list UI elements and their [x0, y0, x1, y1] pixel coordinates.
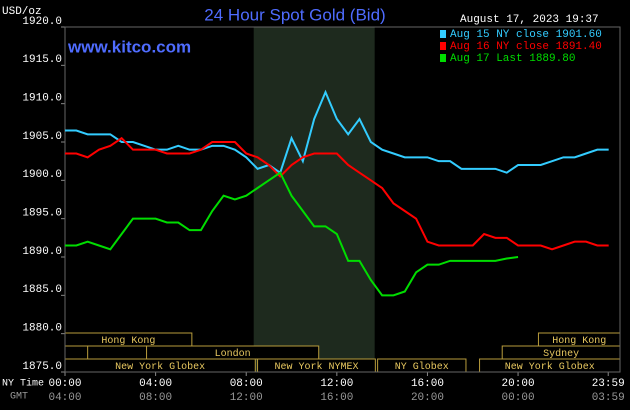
gmt-tick-label: 00:00: [502, 392, 535, 404]
y-tick-label: 1880.0: [22, 323, 62, 335]
session-label: New York Globex: [505, 361, 595, 373]
y-tick-label: 1920.0: [22, 16, 62, 28]
y-tick-label: 1915.0: [22, 54, 62, 66]
legend-swatch: [440, 30, 446, 38]
plot-frame: [64, 26, 621, 373]
session-label: NY Globex: [395, 361, 449, 373]
gmt-tick-label: 12:00: [230, 392, 263, 404]
gmt-tick-label: 16:00: [320, 392, 353, 404]
gmt-tick-label: 08:00: [139, 392, 172, 404]
gmt-tick-label: 03:59: [592, 392, 625, 404]
legend-label: Aug 15 NY close 1901.60: [450, 29, 602, 41]
session-label: New York NYMEX: [274, 361, 358, 373]
y-tick-label: 1910.0: [22, 93, 62, 105]
x-axis-label: NY Time: [2, 378, 44, 390]
session-label: New York Globex: [115, 361, 205, 373]
x-tick-label: 00:00: [48, 378, 81, 390]
y-tick-label: 1895.0: [22, 208, 62, 220]
legend-swatch: [440, 54, 446, 62]
gmt-tick-label: 04:00: [48, 392, 81, 404]
session-label: Sydney: [543, 348, 579, 360]
session-box: [64, 345, 89, 360]
timestamp: August 17, 2023 19:37: [460, 14, 599, 26]
x2-axis-label: GMT: [10, 392, 28, 403]
x-tick-label: 08:00: [230, 378, 263, 390]
watermark: www.kitco.com: [67, 37, 191, 56]
x-tick-label: 23:59: [592, 378, 625, 390]
series-line: [65, 136, 609, 251]
x-tick-label: 16:00: [411, 378, 444, 390]
gmt-tick-label: 20:00: [411, 392, 444, 404]
legend-swatch: [440, 42, 446, 50]
session-label: London: [215, 348, 251, 360]
x-tick-label: 12:00: [320, 378, 353, 390]
series-line: [65, 171, 519, 297]
session-label: Hong Kong: [552, 336, 606, 347]
y-tick-label: 1875.0: [22, 361, 62, 373]
legend-label: Aug 16 NY close 1891.40: [450, 41, 602, 53]
y-axis-label: USD/oz: [2, 6, 42, 18]
y-tick-label: 1905.0: [22, 131, 62, 143]
legend-label: Aug 17 Last 1889.80: [450, 53, 575, 65]
x-tick-label: 04:00: [139, 378, 172, 390]
highlight-band: [253, 27, 375, 372]
y-tick-label: 1900.0: [22, 169, 62, 181]
x-tick-label: 20:00: [502, 378, 535, 390]
chart-title: 24 Hour Spot Gold (Bid): [204, 5, 385, 24]
session-label: Hong Kong: [101, 336, 155, 347]
y-tick-label: 1885.0: [22, 284, 62, 296]
y-tick-label: 1890.0: [22, 246, 62, 258]
